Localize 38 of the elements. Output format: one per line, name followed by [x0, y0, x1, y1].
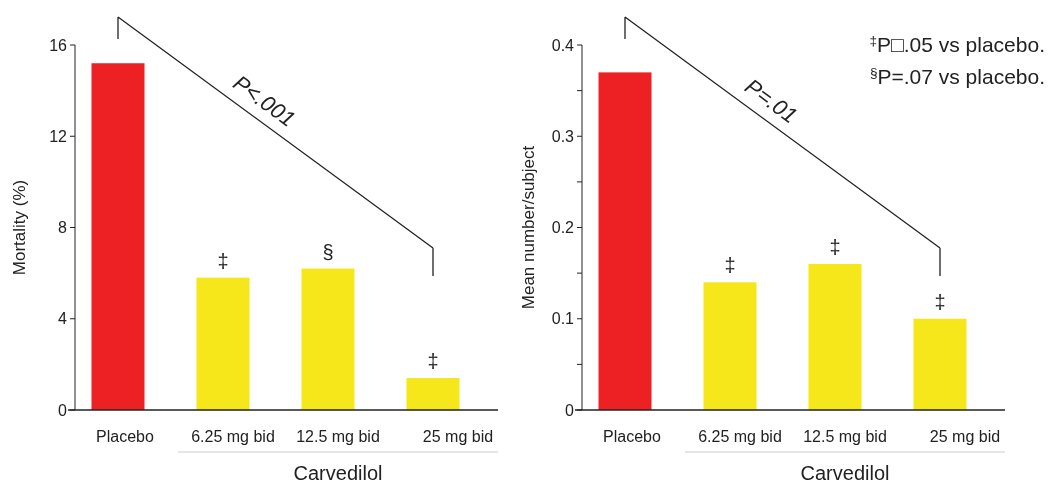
annotation: §	[322, 240, 334, 263]
y-tick-label: 0.3	[551, 127, 575, 145]
annotation: ‡	[427, 350, 439, 373]
y-axis-title: Mean number/subject	[519, 145, 538, 310]
x-axis-title: Carvedilol	[800, 462, 890, 484]
y-tick-label: 8	[58, 219, 68, 237]
x-tick-label: 6.25 mg bid	[698, 428, 782, 445]
x-tick-label: 12.5 mg bid	[296, 428, 380, 445]
annotation: ‡	[934, 290, 946, 313]
y-tick-label: 0.4	[551, 36, 575, 54]
x-tick-label: 6.25 mg bid	[191, 428, 275, 445]
bar	[913, 318, 967, 410]
x-tick-label: 25 mg bid	[929, 428, 1001, 445]
annotation: ‡	[724, 254, 736, 277]
bar	[406, 378, 460, 410]
bar	[808, 264, 862, 410]
y-tick-label: 0.1	[551, 310, 575, 328]
annotation: $^{§}$P=.07 vs placebo.	[869, 64, 1045, 88]
y-tick-label: 0.2	[551, 219, 575, 237]
x-tick-label: Placebo	[603, 428, 662, 445]
x-tick-label: Placebo	[96, 428, 155, 445]
y-tick-label: 16	[49, 36, 68, 54]
bar	[196, 277, 250, 410]
annotation: ‡	[217, 249, 229, 272]
annotation: $^{‡}$P□.05 vs placebo.	[869, 32, 1045, 56]
x-tick-label: 12.5 mg bid	[803, 428, 887, 445]
bar	[703, 282, 757, 410]
x-axis-title: Carvedilol	[293, 462, 383, 484]
y-tick-label: 12	[49, 127, 68, 145]
y-tick-label: 4	[58, 310, 68, 328]
bar	[91, 63, 145, 410]
bar	[598, 72, 652, 410]
y-tick-label: 0	[565, 401, 575, 419]
y-axis-title: Mortality (%)	[10, 179, 29, 276]
annotation: ‡	[829, 236, 841, 258]
x-tick-label: 25 mg bid	[422, 428, 494, 445]
bar	[301, 268, 355, 410]
y-tick-label: 0	[58, 401, 68, 419]
